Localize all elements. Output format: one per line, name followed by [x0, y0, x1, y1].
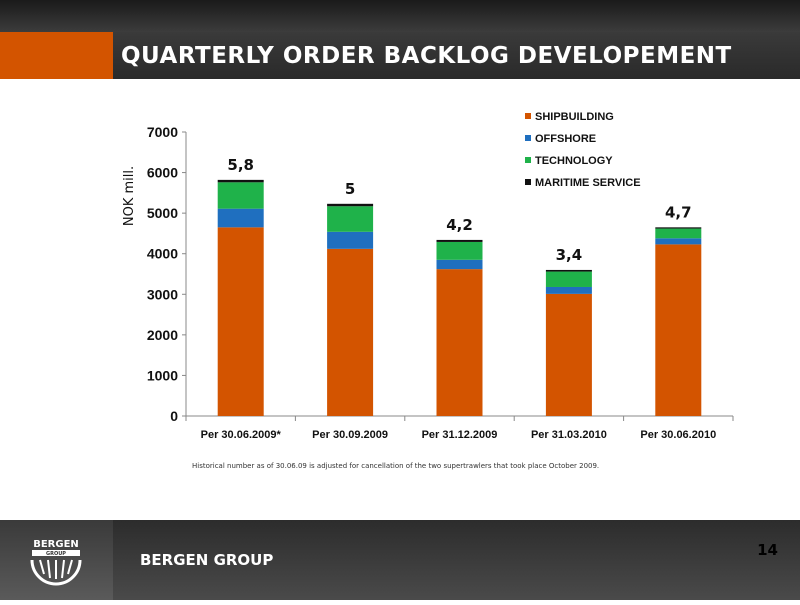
title-bar — [0, 32, 800, 79]
total-data-label: 4,2 — [446, 216, 473, 234]
bar-segment — [327, 231, 374, 249]
bar-segment — [217, 179, 264, 183]
y-tick-label: 6000 — [147, 165, 178, 181]
x-axis: Per 30.06.2009* Per 30.09.2009 Per 31.12.2… — [185, 415, 734, 441]
bar-segment — [655, 227, 702, 229]
bar-segment — [545, 286, 592, 294]
logo-spokes-icon — [39, 559, 73, 579]
legend-label: SHIPBUILDING — [535, 111, 614, 123]
y-axis-title: NOK mill. — [122, 166, 137, 226]
footer-brand: BERGEN GROUP — [140, 551, 274, 569]
y-tick-label: 1000 — [147, 367, 178, 383]
x-tick-label: Per 30.06.2010 — [640, 429, 716, 441]
bar-segment — [545, 269, 592, 272]
bar-segment — [436, 269, 483, 416]
bar-segment — [327, 248, 374, 416]
x-tick-label: Per 31.12.2009 — [422, 429, 498, 441]
total-data-label: 3,4 — [556, 246, 583, 264]
x-tick-label: Per 30.09.2009 — [312, 429, 388, 441]
bergen-group-logo: BERGEN GROUP — [30, 539, 82, 586]
slide-title: QUARTERLY ORDER BACKLOG DEVELOPEMENT — [121, 43, 732, 69]
bar-segment — [327, 206, 374, 232]
bar-segment — [655, 244, 702, 416]
bar-segment — [436, 259, 483, 270]
bars — [217, 179, 702, 416]
legend-label: OFFSHORE — [535, 133, 596, 145]
bar-segment — [655, 238, 702, 245]
y-tick-label: 4000 — [147, 246, 178, 262]
total-data-label: 5,8 — [227, 156, 254, 174]
bar-segment — [545, 271, 592, 287]
y-tick-label: 3000 — [147, 286, 178, 302]
y-tick-label: 5000 — [147, 205, 178, 221]
title-accent-block — [0, 32, 113, 79]
bar-segment — [436, 241, 483, 260]
legend-swatch — [525, 179, 531, 185]
x-tick-label: Per 30.06.2009* — [201, 429, 282, 441]
total-data-label: 4,7 — [665, 203, 692, 221]
logo-band — [32, 550, 80, 556]
legend-label: MARITIME SERVICE — [535, 177, 641, 189]
bar-segment — [545, 293, 592, 416]
page-number: 14 — [757, 541, 778, 559]
bar-segment — [327, 203, 374, 207]
y-tick-label: 0 — [170, 408, 178, 424]
total-labels: 5,8 5 4,2 3,4 4,7 — [227, 156, 691, 264]
footer-bar — [0, 520, 800, 600]
bar-segment — [436, 239, 483, 242]
logo-subtext: GROUP — [46, 551, 66, 557]
footnote: Historical number as of 30.06.09 is adju… — [192, 462, 600, 470]
legend-swatch — [525, 157, 531, 163]
logo-text: BERGEN — [33, 539, 79, 550]
logo-arc-icon — [30, 559, 82, 586]
footer-logo-box: BERGEN GROUP — [0, 520, 113, 600]
y-tick-label: 7000 — [147, 124, 178, 140]
y-tick-label: 2000 — [147, 327, 178, 343]
total-data-label: 5 — [345, 180, 355, 198]
bar-segment — [217, 208, 264, 228]
legend-label: TECHNOLOGY — [535, 155, 613, 167]
x-tick-label: Per 31.03.2010 — [531, 429, 607, 441]
legend: SHIPBUILDING OFFSHORE TECHNOLOGY MARITIME S… — [525, 111, 641, 189]
header-band — [0, 0, 800, 32]
bar-segment — [655, 228, 702, 239]
bar-segment — [217, 227, 264, 416]
legend-swatch — [525, 135, 531, 141]
bar-segment — [217, 182, 264, 209]
legend-swatch — [525, 113, 531, 119]
y-axis: 0 1000 2000 3000 4000 5000 6000 7000 — [147, 124, 187, 424]
